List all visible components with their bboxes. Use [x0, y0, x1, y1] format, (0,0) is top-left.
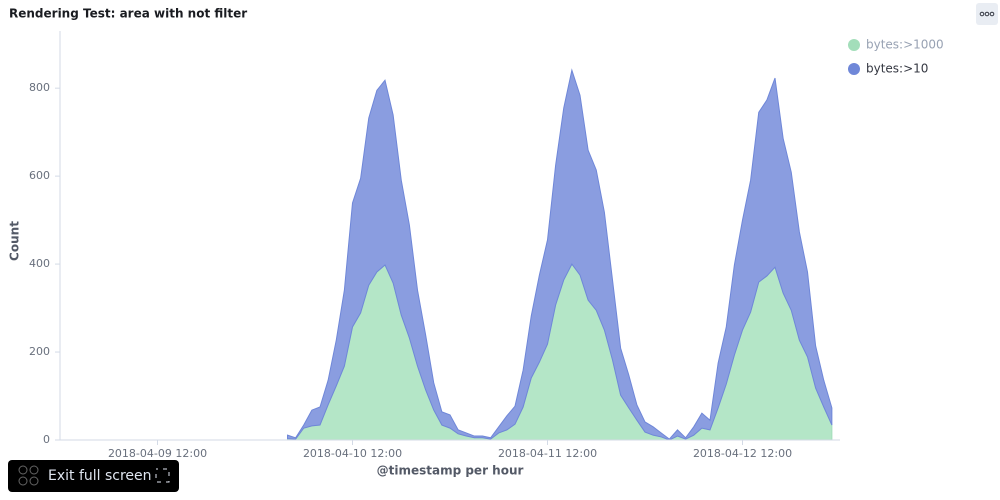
panel-menu[interactable]	[976, 3, 998, 25]
y-tick-label: 600	[29, 169, 50, 182]
menu-dot	[984, 11, 990, 17]
x-tick-label: 2018-04-09 12:00	[108, 447, 207, 460]
plot-areas	[287, 68, 833, 441]
exit-full-screen[interactable]: Exit full screen	[8, 460, 179, 492]
y-tick-label: 400	[29, 257, 50, 270]
menu-dot	[979, 11, 985, 17]
area	[287, 68, 833, 441]
legend-label: bytes:>10	[866, 62, 928, 76]
legend-label: bytes:>1000	[866, 38, 944, 52]
fullscreen-icon	[155, 468, 170, 483]
y-tick-label: 200	[29, 345, 50, 358]
logo-part	[29, 476, 39, 486]
x-tick-label: 2018-04-12 12:00	[693, 447, 792, 460]
y-tick-label: 800	[29, 81, 50, 94]
y-tick-label: 0	[43, 433, 50, 446]
y-axis-title: Count	[8, 221, 22, 261]
logo-part	[18, 465, 28, 475]
legend-marker	[848, 63, 860, 75]
x-tick-label: 2018-04-11 12:00	[498, 447, 597, 460]
legend-marker	[848, 39, 860, 51]
logo-part	[18, 476, 28, 486]
x-axis-title: @timestamp per hour	[377, 464, 524, 478]
x-tick-label: 2018-04-10 12:00	[303, 447, 402, 460]
menu-dot	[989, 11, 995, 17]
logo-part	[29, 465, 39, 475]
exit-label: Exit full screen	[48, 468, 152, 484]
menu-button[interactable]	[976, 3, 998, 25]
panel-title: Rendering Test: area with not filter	[9, 7, 247, 21]
exit-button[interactable]	[8, 460, 179, 492]
